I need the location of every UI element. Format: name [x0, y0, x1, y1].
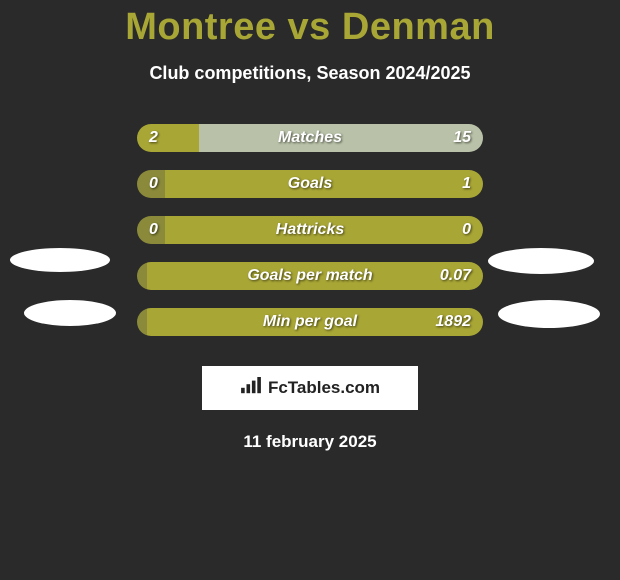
page-title: Montree vs Denman: [125, 6, 495, 49]
value-left: 0: [149, 221, 158, 239]
bar-chart-icon: [240, 377, 262, 400]
chart-row: 0 1 Goals: [0, 170, 620, 198]
value-left: 2: [149, 129, 158, 147]
bar-segment-left: [137, 124, 199, 152]
attribution-label: FcTables.com: [268, 378, 380, 398]
metric-label: Hattricks: [276, 221, 344, 239]
value-right: 1: [462, 175, 471, 193]
chart-track: 0 0 Hattricks: [137, 216, 483, 244]
chart-track: 0.07 Goals per match: [137, 262, 483, 290]
metric-label: Goals per match: [247, 267, 372, 285]
comparison-chart: 2 15 Matches 0 1 Goals 0 0 Hattricks 0.07 Goals pe…: [0, 124, 620, 354]
chart-track: 1892 Min per goal: [137, 308, 483, 336]
attribution-badge: FcTables.com: [202, 366, 418, 410]
metric-label: Goals: [288, 175, 332, 193]
chart-track: 0 1 Goals: [137, 170, 483, 198]
value-left: 0: [149, 175, 158, 193]
chart-track: 2 15 Matches: [137, 124, 483, 152]
bar-segment-left: [137, 262, 147, 290]
comparison-widget: Montree vs Denman Club competitions, Sea…: [0, 0, 620, 580]
value-right: 1892: [435, 313, 471, 331]
chart-row: 1892 Min per goal: [0, 308, 620, 336]
value-right: 15: [453, 129, 471, 147]
metric-label: Min per goal: [263, 313, 357, 331]
page-subtitle: Club competitions, Season 2024/2025: [149, 63, 470, 84]
chart-row: 0 0 Hattricks: [0, 216, 620, 244]
chart-row: 2 15 Matches: [0, 124, 620, 152]
metric-label: Matches: [278, 129, 342, 147]
bar-segment-left: [137, 308, 147, 336]
value-right: 0.07: [440, 267, 471, 285]
value-right: 0: [462, 221, 471, 239]
date-label: 11 february 2025: [243, 432, 376, 452]
chart-row: 0.07 Goals per match: [0, 262, 620, 290]
